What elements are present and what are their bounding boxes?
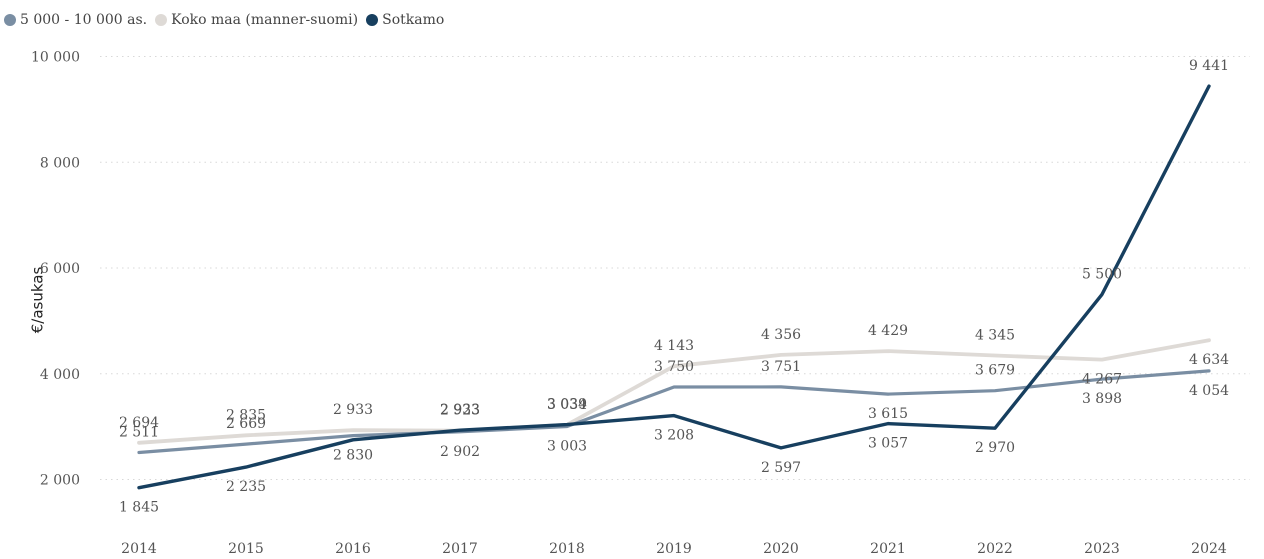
x-tick-label: 2016: [335, 541, 371, 557]
legend-dot-sotkamo: [366, 14, 379, 26]
series-line-koko-maa: [137, 338, 1211, 445]
y-tick-label: 8 000: [40, 155, 80, 171]
data-label-5000-10000: 2 511: [119, 424, 159, 440]
data-label-koko-maa: 4 143: [654, 338, 694, 354]
data-label-5000-10000: 3 679: [975, 363, 1015, 379]
x-tick-label: 2024: [1191, 541, 1227, 557]
y-tick-label: 10 000: [31, 50, 80, 66]
data-label-koko-maa: 4 356: [761, 327, 801, 343]
data-label-sotkamo: 5 500: [1082, 266, 1122, 282]
data-label-5000-10000: 3 750: [654, 359, 694, 375]
data-label-5000-10000: 2 902: [440, 444, 480, 460]
data-label-5000-10000: 3 751: [761, 359, 801, 375]
data-label-sotkamo: 2 235: [226, 479, 266, 495]
y-tick-label: 2 000: [40, 473, 80, 489]
data-label-5000-10000: 4 054: [1189, 383, 1229, 399]
data-label-5000-10000: 3 003: [547, 438, 587, 454]
data-label-koko-maa: 4 267: [1082, 372, 1122, 388]
data-label-5000-10000: 3 615: [868, 406, 908, 422]
legend-dot-5000-10000: [4, 14, 16, 26]
x-tick-label: 2023: [1084, 541, 1120, 557]
data-label-sotkamo: 3 208: [654, 428, 694, 444]
x-tick-label: 2021: [870, 541, 906, 557]
data-label-koko-maa: 3 034: [547, 397, 587, 413]
data-label-5000-10000: 2 669: [226, 416, 266, 432]
x-tick-label: 2020: [763, 541, 799, 557]
data-label-koko-maa: 2 694: [119, 415, 159, 431]
legend-label-5000-10000: 5 000 - 10 000 as.: [20, 12, 148, 28]
legend: 5 000 - 10 000 as. Koko maa (manner-suom…: [4, 9, 452, 31]
series-line-5000-10000: [137, 369, 1211, 455]
data-label-sotkamo: 3 039: [547, 397, 587, 413]
x-tick-label: 2019: [656, 541, 692, 557]
data-label-koko-maa: 2 923: [440, 403, 480, 419]
data-label-sotkamo: 2 933: [440, 402, 480, 418]
data-label-koko-maa: 2 835: [226, 407, 266, 423]
legend-item-koko-maa[interactable]: Koko maa (manner-suomi): [155, 12, 358, 28]
x-tick-label: 2022: [977, 541, 1013, 557]
data-label-sotkamo: 1 845: [119, 500, 159, 516]
legend-item-sotkamo[interactable]: Sotkamo: [366, 12, 444, 28]
legend-dot-koko-maa: [155, 14, 168, 26]
x-tick-label: 2015: [228, 541, 264, 557]
data-label-sotkamo: 3 057: [868, 436, 908, 452]
data-label-koko-maa: 4 634: [1189, 352, 1229, 368]
data-label-koko-maa: 4 429: [868, 323, 908, 339]
data-label-sotkamo: 2 970: [975, 440, 1015, 456]
y-tick-label: 6 000: [40, 261, 80, 277]
legend-label-sotkamo: Sotkamo: [382, 12, 445, 28]
data-label-5000-10000: 2 830: [333, 448, 373, 464]
x-tick-label: 2014: [121, 541, 157, 557]
data-label-koko-maa: 4 345: [975, 328, 1015, 344]
data-label-5000-10000: 3 898: [1082, 391, 1122, 407]
x-tick-label: 2017: [442, 541, 478, 557]
series-line-sotkamo: [137, 84, 1211, 490]
data-label-koko-maa: 2 933: [333, 402, 373, 418]
data-label-sotkamo: 9 441: [1189, 58, 1229, 74]
y-tick-label: 4 000: [40, 367, 80, 383]
legend-label-koko-maa: Koko maa (manner-suomi): [171, 12, 359, 28]
x-tick-label: 2018: [549, 541, 585, 557]
data-label-sotkamo: 2 597: [761, 460, 801, 476]
legend-item-5000-10000[interactable]: 5 000 - 10 000 as.: [4, 12, 147, 28]
